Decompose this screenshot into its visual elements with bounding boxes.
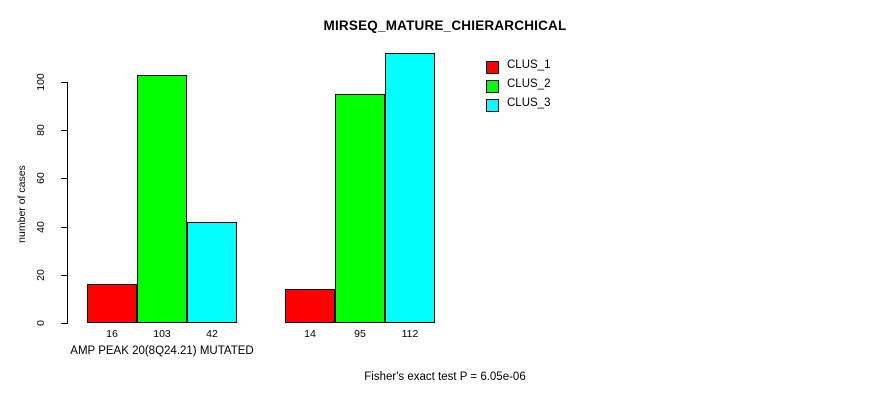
bar xyxy=(335,94,385,323)
group-label: AMP PEAK 20(8Q24.21) MUTATED xyxy=(70,345,254,357)
y-axis-line xyxy=(67,82,68,324)
legend-color-swatch xyxy=(486,61,499,74)
y-axis-tick-label-wrap: 0 xyxy=(26,316,56,330)
legend-item-label: CLUS_1 xyxy=(507,59,551,71)
y-axis-tick xyxy=(61,323,67,324)
bar xyxy=(385,53,435,323)
y-axis-tick-label-wrap: 20 xyxy=(26,268,56,282)
legend-color-swatch xyxy=(486,99,499,112)
chart-title: MIRSEQ_MATURE_CHIERARCHICAL xyxy=(323,18,567,33)
bar-count-label: 14 xyxy=(304,328,316,340)
y-axis-tick-label: 80 xyxy=(35,124,47,137)
y-axis-tick xyxy=(61,130,67,132)
y-axis-tick xyxy=(61,82,67,83)
y-axis-tick-label: 60 xyxy=(35,172,47,185)
legend-item-label: CLUS_3 xyxy=(507,97,551,109)
bar xyxy=(187,221,237,323)
y-axis-tick-label-wrap: 80 xyxy=(26,123,56,137)
bar-count-label: 103 xyxy=(153,328,171,340)
footer-note: Fisher's exact test P = 6.05e-06 xyxy=(364,371,526,383)
bar xyxy=(285,289,335,323)
bar xyxy=(137,74,187,323)
y-axis-tick xyxy=(61,178,67,180)
y-axis-tick-label: 20 xyxy=(35,268,47,281)
bar xyxy=(87,284,137,323)
y-axis-tick-label-wrap: 60 xyxy=(26,171,56,185)
bar-count-label: 42 xyxy=(206,328,218,340)
y-axis-tick xyxy=(61,226,67,228)
y-axis-tick-label: 100 xyxy=(35,73,47,91)
y-axis-tick-label: 0 xyxy=(35,320,47,326)
bar-count-label: 112 xyxy=(401,328,419,340)
y-axis-tick-label-wrap: 40 xyxy=(26,220,56,234)
y-axis-tick xyxy=(61,274,67,276)
y-axis-tick-label-wrap: 100 xyxy=(26,73,56,91)
y-axis-title: number of cases xyxy=(16,165,28,243)
bar-count-label: 16 xyxy=(106,328,118,340)
bar-count-label: 95 xyxy=(354,328,366,340)
legend-item-label: CLUS_2 xyxy=(507,78,551,90)
legend-color-swatch xyxy=(486,80,499,93)
y-axis-tick-label: 40 xyxy=(35,220,47,233)
